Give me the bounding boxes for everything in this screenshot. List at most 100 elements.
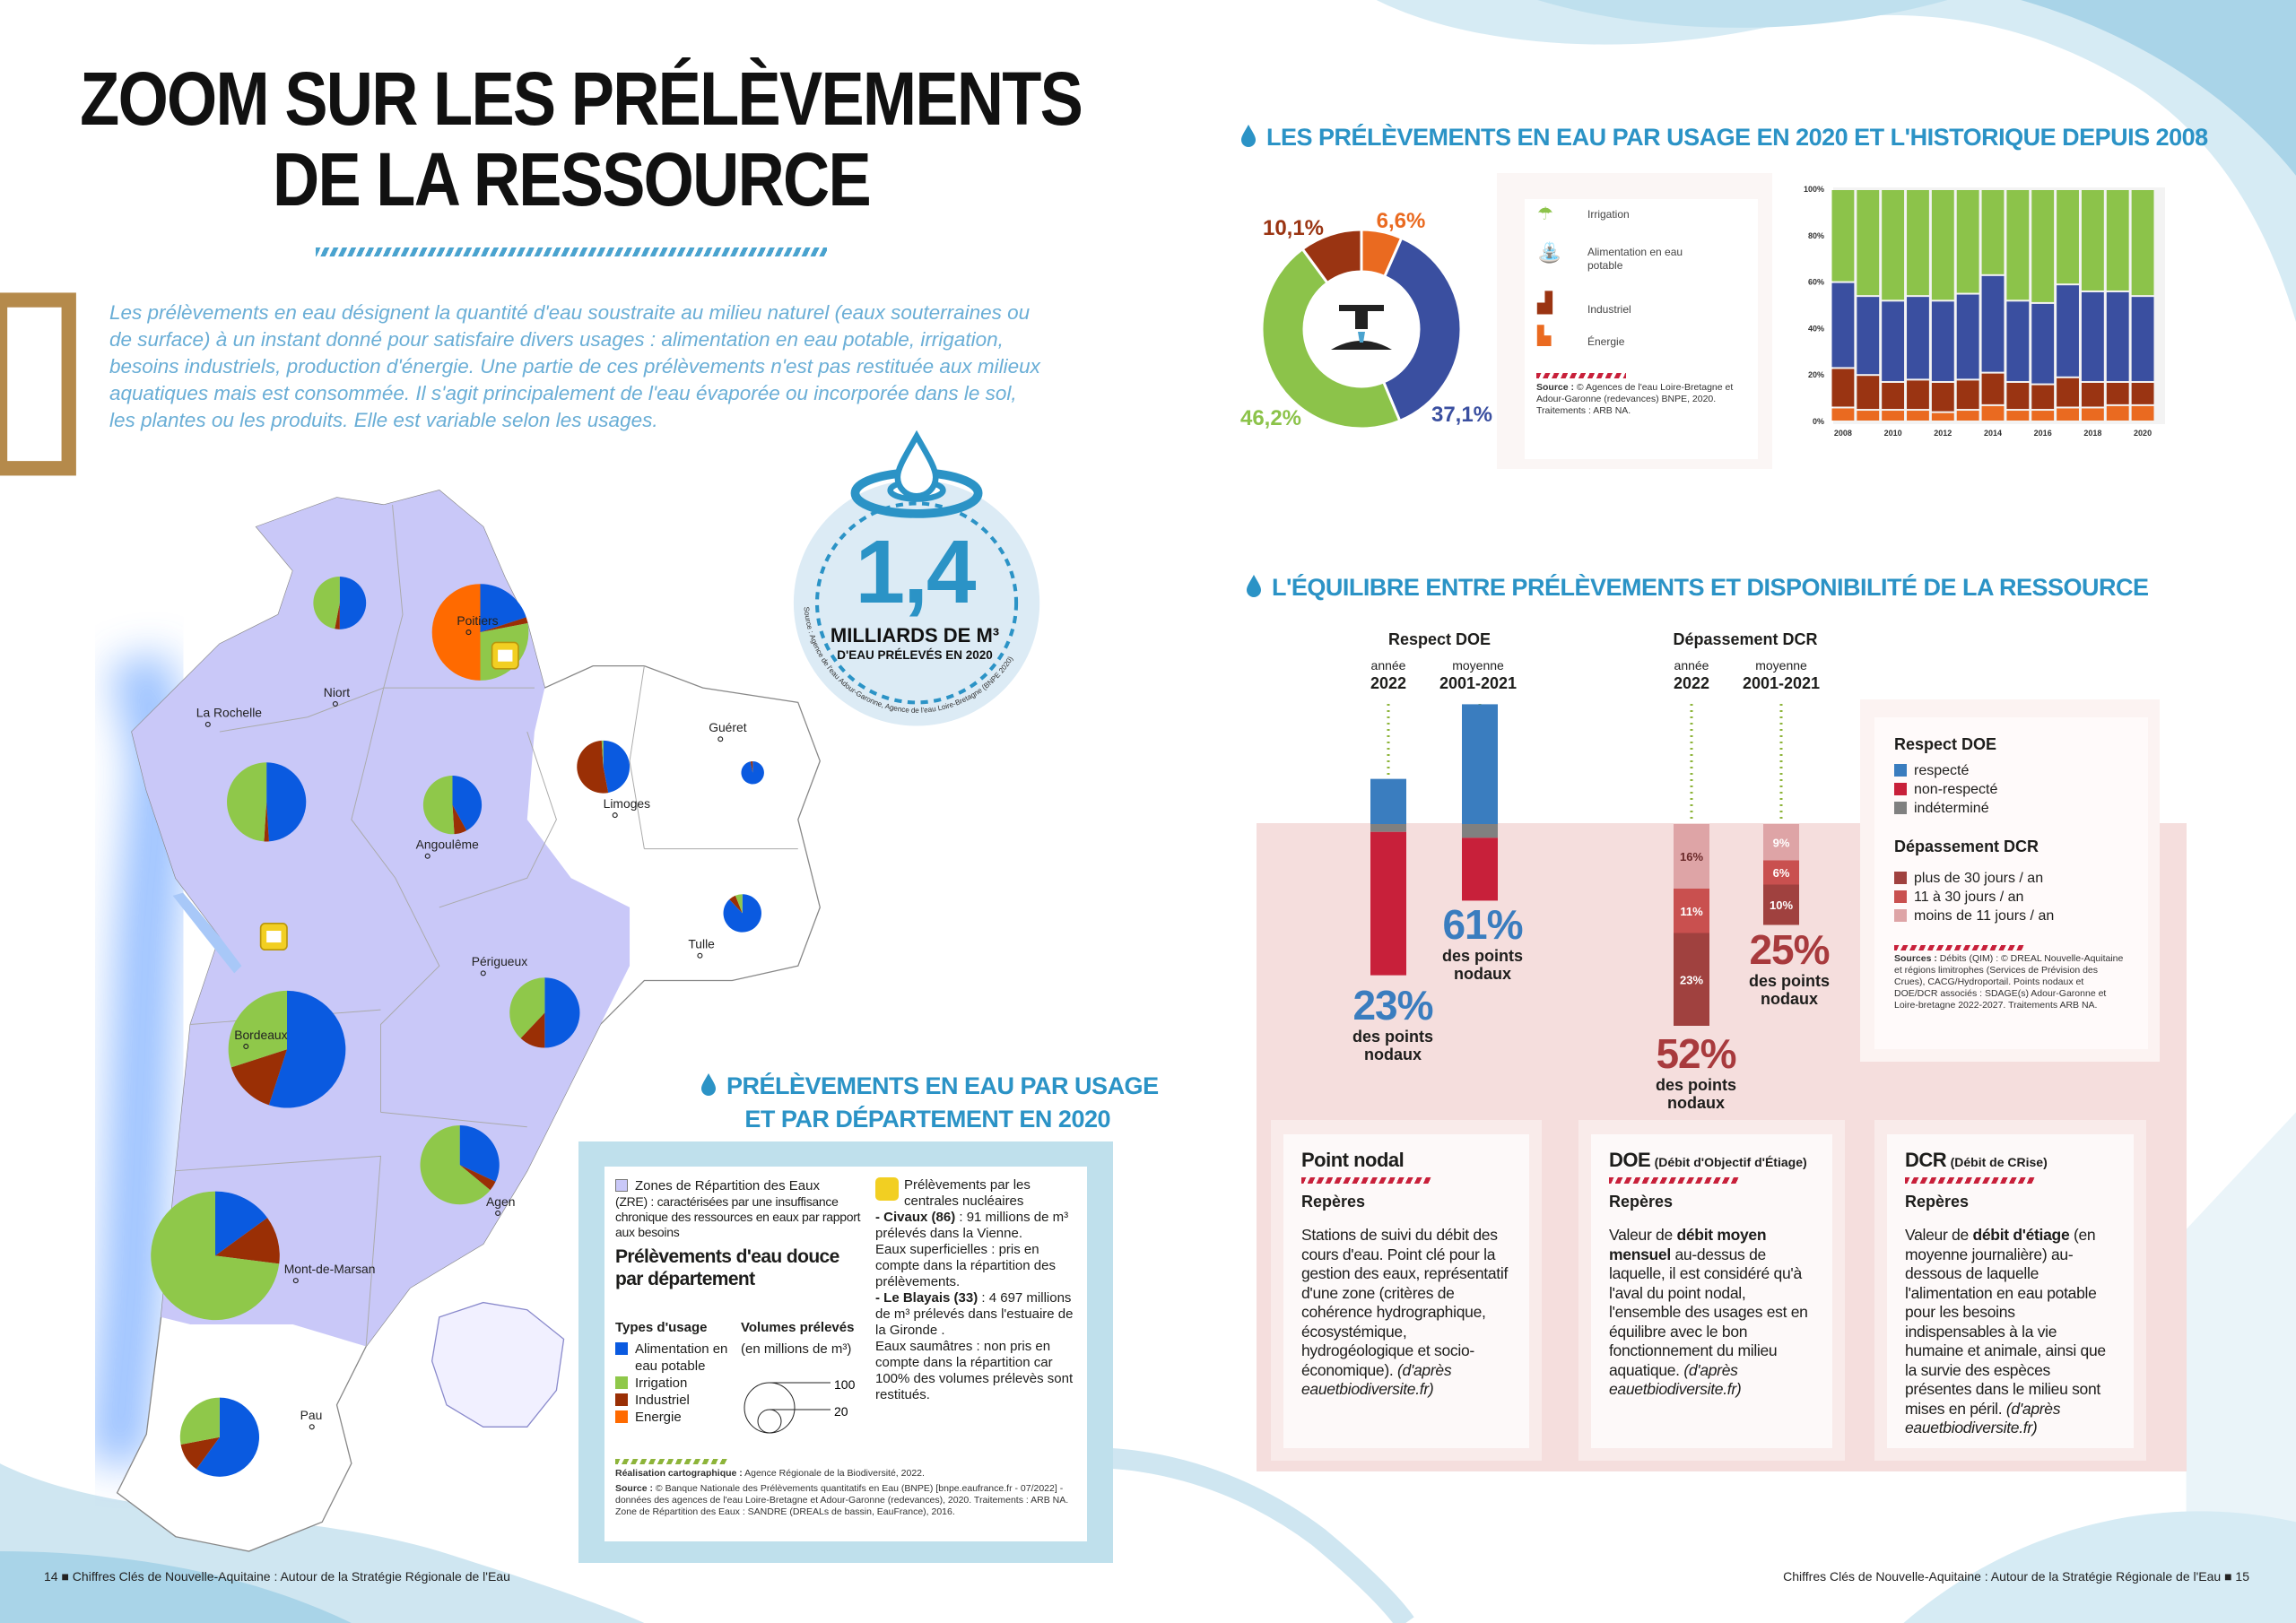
doe-2022-pct: 23% — [1352, 982, 1433, 1028]
bar-2017-2 — [2057, 285, 2079, 377]
bar-2009-0 — [1857, 411, 1880, 421]
dcr-segment-label: 10% — [1770, 898, 1793, 912]
donut-label-alimentation: 37,1% — [1431, 403, 1492, 427]
pie-slice-irrigation — [601, 740, 604, 768]
realisation-label: Réalisation cartographique : — [615, 1468, 743, 1479]
doe-col1-year: 2022 — [1370, 674, 1407, 692]
map-title-line-2: ET PAR DÉPARTEMENT EN 2020 — [744, 1106, 1110, 1133]
bar-2020-0 — [2131, 405, 2154, 421]
nuclear-plant-icon — [259, 641, 519, 951]
bar-2020-1 — [2131, 382, 2154, 404]
city-label: Agen — [486, 1194, 515, 1209]
doe-chart-title: Respect DOE — [1387, 630, 1492, 648]
dcr-chart-title: Dépassement DCR — [1673, 630, 1818, 648]
usage-source-text: © Agences de l'eau Loire-Bretagne et Ado… — [1536, 382, 1734, 416]
type-energie: Energie — [635, 1410, 682, 1425]
blayais-name: - Le Blayais (33) — [875, 1290, 978, 1306]
bar-2008-0 — [1831, 408, 1855, 421]
irrigation-icon: ☂ — [1537, 204, 1553, 224]
bar-2008-1 — [1831, 369, 1855, 407]
bar-2014-2 — [1981, 275, 2005, 372]
size-20: 20 — [834, 1404, 848, 1419]
bar-2011-0 — [1907, 411, 1929, 421]
doe-bar-respecte — [1370, 778, 1406, 824]
nuclear-title: Prélèvements par les centrales nucléaire… — [904, 1177, 1031, 1209]
card-subtitle: Repères — [1609, 1193, 1674, 1211]
city-marker — [480, 970, 486, 976]
card-title-detail: (Débit d'Objectif d'Étiage) — [1654, 1155, 1807, 1169]
usage-legend — [1525, 199, 1758, 459]
balance-source-label: Sources : — [1894, 953, 1937, 964]
usage-history-stacked-bar-chart: 0% 20% 40% 60% 80% 100% 2008 2010 2012 2014 2016 20… — [1804, 185, 2165, 438]
y-tick-label: 20% — [1808, 370, 1824, 379]
pie-slice-industriel — [480, 617, 528, 633]
bar-2015-0 — [2006, 411, 2030, 421]
bar-2017-0 — [2057, 408, 2079, 421]
bar-2014-3 — [1981, 190, 2005, 274]
pie-slice-alimentation — [741, 761, 764, 785]
pie-slice-alimentation — [544, 977, 580, 1048]
legend-dcr-low: moins de 11 jours / an — [1914, 908, 2055, 924]
dcr-2022-caption: des points nodaux — [1655, 1076, 1736, 1112]
pie-slice-alimentation — [268, 990, 346, 1108]
city-marker — [332, 701, 338, 707]
city-marker — [465, 629, 472, 636]
map-source-label: Source : — [615, 1483, 654, 1494]
doe-dcr-bar-chart: 16% 11% 23% 9% 6% 10% — [1370, 704, 1799, 1026]
card-title-detail: (Débit de CRise) — [1950, 1155, 2048, 1169]
bar-2011-3 — [1907, 190, 1929, 296]
bar-2018-2 — [2081, 291, 2104, 381]
pie-slice-irrigation — [420, 1125, 491, 1205]
types-label: Types d'usage — [615, 1320, 708, 1335]
bar-2009-1 — [1857, 376, 1880, 410]
pie-slice-irrigation — [422, 776, 455, 835]
definition-card: DOE (Débit d'Objectif d'Étiage) Repères … — [1578, 1120, 1845, 1461]
doe-2022-caption: des points nodaux — [1352, 1028, 1433, 1063]
intro-paragraph: Les prélèvements en eau désignent la qua… — [109, 301, 1040, 431]
legend-indetermine: indéterminé — [1914, 801, 1989, 816]
bar-2010-2 — [1882, 301, 1905, 381]
bar-2018-1 — [2081, 382, 2104, 407]
y-tick-label: 80% — [1808, 231, 1824, 240]
factory-icon: ▟ — [1537, 291, 1552, 314]
bar-2009-2 — [1857, 297, 1880, 375]
pie-slice-industriel — [264, 802, 269, 842]
pie-slice-industriel — [459, 1165, 496, 1191]
card-title: Point nodal — [1301, 1149, 1405, 1171]
bar-2011-2 — [1907, 297, 1929, 379]
doe-bar-indetermine — [1462, 824, 1498, 838]
bar-2016-0 — [2031, 411, 2055, 421]
donut-label-industriel: 10,1% — [1263, 216, 1324, 240]
department-pie — [509, 977, 580, 1048]
pie-slice-industriel — [335, 603, 340, 629]
legend-industriel: Industriel — [1587, 303, 1631, 316]
tap-icon: ⛲ — [1537, 241, 1562, 264]
bar-2018-3 — [2081, 190, 2104, 291]
bar-2019-3 — [2106, 190, 2129, 291]
department-pie — [179, 1397, 260, 1477]
x-tick-label: 2018 — [2083, 429, 2101, 438]
legend-heading: Prélèvements d'eau douce par département — [615, 1246, 839, 1289]
source-divider — [1536, 373, 1626, 378]
dcr-col2-label: moyenne — [1755, 658, 1807, 673]
key-figure-badge: Source : Agence de l'eau Adour-Garonne, … — [793, 430, 1040, 726]
bar-2011-1 — [1907, 380, 1929, 410]
dcr-2022-pct: 52% — [1656, 1030, 1736, 1077]
superficielles-note: Eaux superficielles : pris en compte dan… — [875, 1242, 1056, 1289]
donut-slice-industriel — [1300, 228, 1363, 285]
volumes-unit: (en millions de m³) — [741, 1341, 852, 1357]
department-pie — [227, 762, 307, 842]
balance-title: L'ÉQUILIBRE ENTRE PRÉLÈVEMENTS ET DISPON… — [1272, 574, 2149, 601]
pie-slice-industriel — [520, 1012, 545, 1048]
pie-slice-alimentation — [215, 1191, 268, 1256]
bar-2018-0 — [2081, 408, 2104, 421]
alimentation-swatch — [615, 1342, 628, 1355]
doe-bar-indetermine — [1370, 824, 1406, 832]
dcr-col2-years: 2001-2021 — [1742, 674, 1821, 692]
bar-2016-1 — [2031, 385, 2055, 410]
card-subtitle: Repères — [1905, 1193, 1970, 1211]
zre-text: (ZRE) : caractérisées par une insuffisan… — [615, 1194, 861, 1239]
legend-energie: Énergie — [1587, 335, 1625, 348]
zre-swatch — [615, 1179, 628, 1192]
key-figure-value: 1,4 — [855, 522, 976, 622]
